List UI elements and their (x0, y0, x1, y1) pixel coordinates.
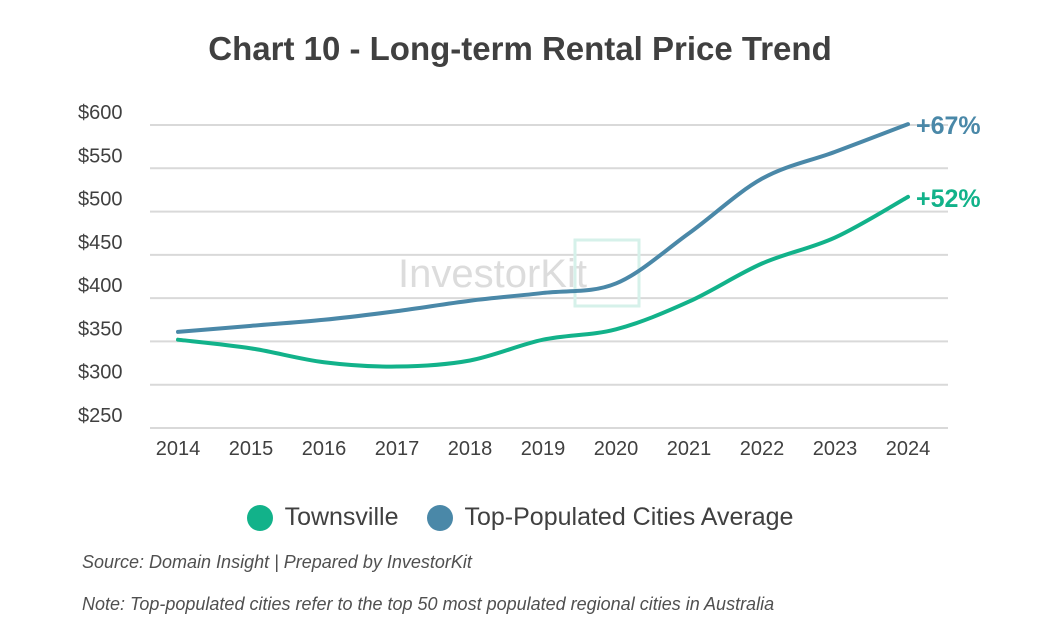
footnote: Note: Top-populated cities refer to the … (82, 594, 775, 614)
x-tick-label: 2023 (813, 438, 858, 460)
x-tick-label: 2021 (667, 438, 712, 460)
x-tick-label: 2019 (521, 438, 566, 460)
series-line-0 (176, 194, 910, 369)
end-label-1: +67% (916, 112, 981, 140)
y-tick-label: $250 (78, 405, 123, 427)
x-tick-label: 2016 (302, 438, 347, 460)
x-tick-label: 2018 (448, 438, 493, 460)
x-tick-label: 2017 (375, 438, 420, 460)
legend-label: Top-Populated Cities Average (464, 503, 794, 531)
y-tick-label: $400 (78, 275, 123, 297)
y-tick-label: $600 (78, 102, 123, 124)
x-tick-label: 2022 (740, 438, 785, 460)
x-tick-label: 2015 (229, 438, 274, 460)
line-chart: $250 $300 $350 $400 $450 $500 $550 $600 2014 2015… (78, 102, 981, 460)
y-tick-label: $300 (78, 362, 123, 384)
legend-item-townsville: Townsville (246, 503, 399, 532)
legend: Townsville Top-Populated Cities Average (0, 503, 1040, 532)
legend-marker-townsville (246, 504, 273, 531)
x-tick-label: 2024 (886, 438, 931, 460)
legend-marker-cities-average (426, 504, 453, 531)
y-tick-label: $550 (78, 145, 123, 167)
end-label-0: +52% (916, 185, 981, 213)
y-tick-label: $350 (78, 318, 123, 340)
y-tick-label: $450 (78, 232, 123, 254)
source-note: Source: Domain Insight | Prepared by Inv… (82, 552, 472, 572)
legend-item-cities-average: Top-Populated Cities Average (426, 503, 794, 532)
chart-title: Chart 10 - Long-term Rental Price Trend (208, 30, 832, 67)
series-line-1 (176, 122, 910, 334)
y-tick-label: $500 (78, 189, 123, 211)
x-tick-label: 2014 (156, 438, 201, 460)
watermark-text: InvestorKit (398, 252, 587, 296)
legend-label: Townsville (284, 503, 399, 531)
x-tick-label: 2020 (594, 438, 639, 460)
